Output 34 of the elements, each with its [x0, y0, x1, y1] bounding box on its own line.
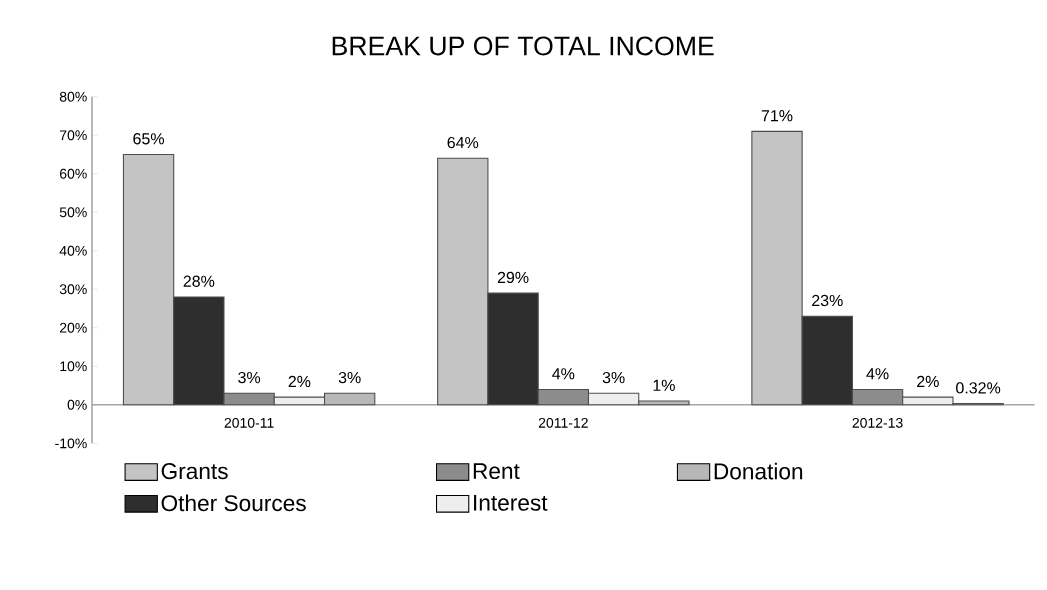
x-tick-label: 2011-12 — [538, 417, 588, 428]
data-label: 28% — [183, 275, 215, 287]
data-label: 3% — [338, 371, 361, 384]
legend-label: Grants — [161, 463, 228, 480]
legend-label: Interest — [474, 494, 548, 511]
legend-label: Rent — [473, 463, 520, 480]
data-label: 4% — [866, 368, 889, 380]
data-label: 4% — [552, 368, 575, 380]
x-tick-label: 2010-11 — [224, 417, 274, 428]
chart-title: BREAK UP OF TOTAL INCOME — [332, 36, 714, 56]
data-label: 71% — [761, 110, 793, 122]
data-label: 2% — [288, 375, 311, 388]
data-label: 0.32% — [956, 382, 1001, 394]
y-tick-label: 0% — [67, 399, 87, 410]
data-label: 29% — [497, 271, 529, 284]
legend-label: Donation — [714, 462, 803, 480]
data-label: 3% — [602, 371, 625, 384]
y-tick-label: 70% — [59, 130, 87, 141]
y-tick-label: -10% — [55, 438, 87, 449]
y-tick-label: 30% — [59, 284, 87, 295]
data-label: 23% — [812, 294, 843, 307]
y-tick-label: 10% — [60, 361, 87, 372]
data-label: 1% — [653, 379, 675, 391]
data-label: 64% — [447, 136, 479, 149]
y-tick-label: 80% — [59, 91, 87, 102]
x-tick-label: 2012-13 — [852, 417, 903, 428]
y-tick-label: 50% — [59, 207, 87, 218]
data-label: 65% — [133, 133, 164, 145]
data-label: 2% — [917, 375, 939, 388]
y-tick-label: 40% — [59, 245, 87, 256]
legend-label: Other Sources — [161, 494, 306, 512]
data-label: 3% — [238, 371, 261, 384]
y-tick-label: 20% — [59, 322, 87, 333]
y-tick-label: 60% — [59, 168, 87, 179]
